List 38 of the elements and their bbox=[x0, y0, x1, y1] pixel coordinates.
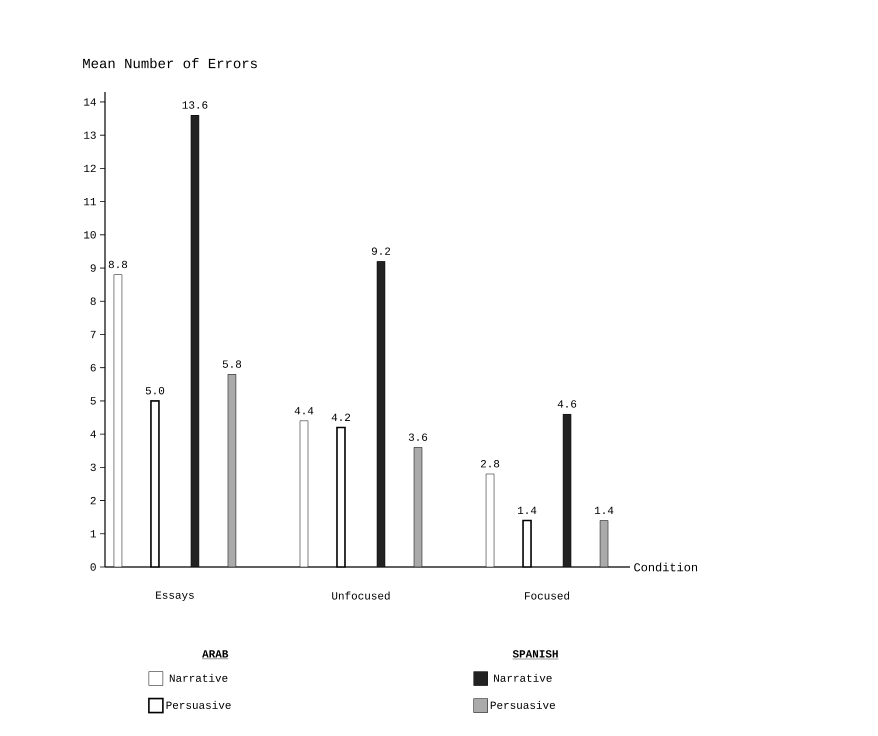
data-label: 9.2 bbox=[372, 247, 390, 255]
legend-label: Narrative bbox=[170, 674, 228, 682]
data-label: 2.8 bbox=[480, 460, 500, 468]
data-label: 4.2 bbox=[332, 414, 350, 421]
data-label: 8.8 bbox=[108, 260, 128, 268]
y-tick-label: 4 bbox=[90, 430, 96, 438]
legend-label: Persuasive bbox=[490, 700, 555, 709]
data-label: 1.4 bbox=[518, 506, 536, 514]
y-tick-label: 12 bbox=[84, 164, 96, 172]
y-tick-label: 13 bbox=[84, 131, 96, 139]
data-label: 3.6 bbox=[408, 433, 428, 441]
data-label: 4.6 bbox=[558, 400, 576, 408]
x-tick-label: Essays bbox=[156, 592, 194, 602]
y-tick-label: 9 bbox=[90, 264, 96, 272]
chart-title: Mean Number of Errors bbox=[83, 58, 257, 68]
text: ARAB bbox=[202, 650, 228, 658]
text: SPANISH bbox=[512, 650, 558, 658]
y-tick-label: 14 bbox=[84, 98, 96, 106]
y-tick-label: 2 bbox=[90, 496, 96, 504]
data-label: 5.0 bbox=[146, 386, 164, 394]
y-tick-label: 3 bbox=[90, 464, 96, 472]
data-label: 13.6 bbox=[182, 101, 208, 109]
y-tick-label: 8 bbox=[90, 298, 96, 305]
x-axis-title: Condition bbox=[634, 562, 698, 572]
data-label: 5.8 bbox=[222, 360, 242, 368]
legend-label: Narrative bbox=[494, 674, 552, 682]
x-tick-label: Unfocused bbox=[332, 592, 390, 600]
y-tick-label: 5 bbox=[90, 397, 96, 405]
y-tick-label: 1 bbox=[90, 530, 96, 538]
x-tick-label: Focused bbox=[525, 592, 570, 600]
y-tick-label: 10 bbox=[84, 231, 96, 239]
data-label: 1.4 bbox=[594, 506, 614, 514]
y-tick-label: 0 bbox=[90, 563, 96, 571]
data-label: 4.4 bbox=[294, 407, 314, 414]
y-tick-label: 7 bbox=[90, 330, 96, 338]
legend-label: Persuasive bbox=[166, 700, 231, 709]
y-tick-label: 6 bbox=[90, 364, 96, 372]
y-tick-label: 11 bbox=[84, 198, 96, 206]
